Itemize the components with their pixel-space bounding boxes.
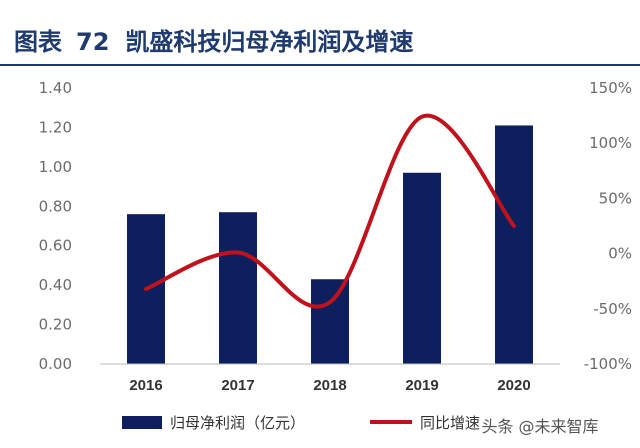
- legend: 归母净利润（亿元） 同比增速: [122, 414, 480, 432]
- legend-bar-label: 归母净利润（亿元）: [170, 414, 305, 432]
- left-tick-label: 0.00: [39, 355, 72, 373]
- title-divider: [0, 64, 640, 66]
- category-label: 2020: [497, 377, 530, 394]
- category-label: 2018: [313, 377, 346, 394]
- bar-2017: [219, 212, 257, 364]
- category-label: 2017: [221, 377, 254, 394]
- title-number: 72: [76, 28, 110, 56]
- left-tick-label: 0.60: [39, 237, 72, 255]
- right-tick-label: 50%: [599, 189, 632, 207]
- category-label: 2016: [129, 377, 162, 394]
- left-tick-label: 1.00: [39, 158, 72, 176]
- right-axis-ticks: -100% -50% 0% 50% 100% 150%: [584, 79, 632, 373]
- right-tick-label: -50%: [593, 300, 632, 318]
- title-prefix: 图表: [14, 28, 62, 56]
- bar-2020: [495, 125, 533, 364]
- left-tick-label: 1.40: [39, 79, 72, 97]
- line-series: [144, 113, 516, 309]
- right-tick-label: 150%: [589, 79, 632, 97]
- legend-bar-swatch: [122, 416, 162, 429]
- bar-2018: [311, 279, 349, 364]
- watermark-text: 头条 @未来智库: [481, 417, 598, 436]
- left-tick-label: 0.20: [39, 316, 72, 334]
- right-tick-label: 0%: [608, 245, 632, 263]
- left-tick-label: 0.80: [39, 197, 72, 215]
- title-text: 凯盛科技归母净利润及增速: [125, 28, 414, 56]
- category-label: 2019: [405, 377, 438, 394]
- x-axis-labels: 2016 2017 2018 2019 2020: [129, 377, 530, 394]
- growth-line: [144, 113, 516, 309]
- legend-line-label: 同比增速: [420, 414, 480, 432]
- right-tick-label: 100%: [589, 134, 632, 152]
- bar-2019: [403, 172, 441, 364]
- left-tick-label: 0.40: [39, 276, 72, 294]
- left-axis-ticks: 0.00 0.20 0.40 0.60 0.80 1.00 1.20 1.40: [39, 79, 72, 373]
- right-tick-label: -100%: [584, 355, 632, 373]
- bar-series: [127, 125, 533, 364]
- left-tick-label: 1.20: [39, 118, 72, 136]
- chart-title: 图表 72 凯盛科技归母净利润及增速: [14, 22, 413, 57]
